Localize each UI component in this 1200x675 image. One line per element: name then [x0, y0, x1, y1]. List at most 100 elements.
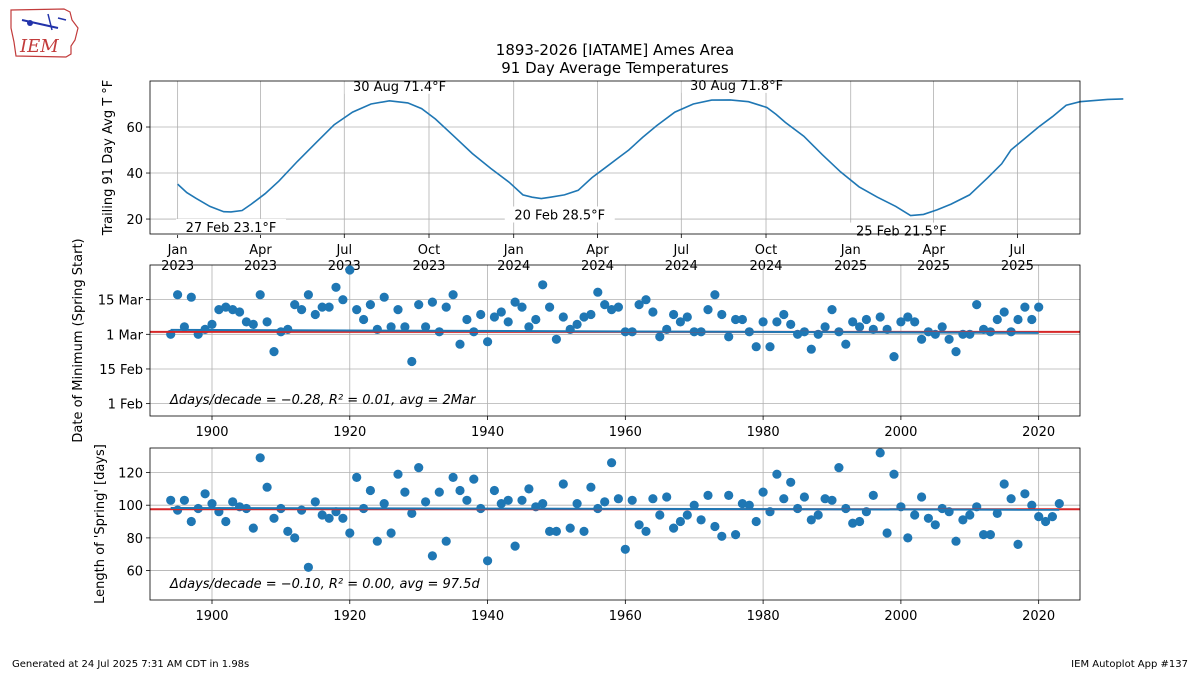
- data-point: [799, 492, 810, 502]
- data-point: [400, 322, 410, 332]
- data-point: [297, 305, 307, 315]
- data-point: [551, 334, 562, 344]
- data-point: [765, 342, 775, 352]
- data-point: [345, 528, 355, 538]
- y-tick-label: 60: [126, 121, 143, 136]
- data-point: [717, 309, 727, 320]
- data-point: [317, 510, 327, 520]
- data-point: [255, 453, 265, 463]
- data-point: [786, 477, 796, 487]
- data-point: [985, 530, 996, 540]
- x-tick-label: Jan: [840, 243, 861, 258]
- x-tick-label: 2000: [884, 425, 917, 440]
- data-point: [483, 337, 493, 347]
- annotation-background: [344, 77, 455, 94]
- data-point: [352, 472, 362, 482]
- y-axis-label: Length of 'Spring' [days]: [93, 444, 108, 604]
- data-point: [207, 499, 217, 509]
- extreme-annotation: 20 Feb 28.5°F: [514, 208, 605, 223]
- temperature-series-line: [177, 98, 1124, 217]
- data-point: [675, 516, 686, 527]
- y-tick-label: 15 Mar: [98, 294, 144, 309]
- data-point: [186, 516, 196, 527]
- data-point: [269, 347, 279, 357]
- x-tick-label: Oct: [755, 243, 777, 258]
- data-point: [496, 307, 506, 317]
- data-point: [848, 317, 858, 327]
- data-point: [600, 497, 610, 507]
- data-point: [365, 485, 375, 496]
- data-point: [503, 317, 513, 327]
- data-point: [524, 484, 534, 494]
- data-point: [875, 312, 885, 322]
- data-point: [352, 305, 362, 315]
- data-point: [717, 531, 727, 541]
- spring-length-panel: 1900 1920 1940 1960 1980 2000 2020 60 80 100 120 Δd…: [93, 444, 1081, 624]
- data-point: [737, 314, 748, 325]
- data-point: [607, 458, 617, 468]
- x-tick-label: 2020: [1022, 425, 1055, 440]
- x-tick-label: 1980: [747, 425, 780, 440]
- data-point: [345, 265, 355, 275]
- data-point: [545, 302, 555, 312]
- x-tick-year-label: 2025: [1001, 259, 1034, 274]
- data-point: [779, 309, 789, 320]
- spring-start-panel: 1900 1920 1940 1960 1980 2000 2020 1 Feb 15 Feb 1…: [71, 238, 1081, 443]
- data-point: [290, 533, 300, 543]
- data-point: [303, 562, 313, 572]
- data-point: [462, 495, 472, 505]
- x-tick-label: 2020: [1022, 609, 1055, 624]
- data-point: [951, 536, 961, 546]
- data-point: [675, 317, 686, 327]
- trend-annotation: Δdays/decade = −0.10, R² = 0.00, avg = 9…: [169, 577, 480, 592]
- data-point: [731, 530, 741, 540]
- data-point: [1041, 516, 1051, 527]
- data-point: [221, 516, 231, 527]
- data-point: [517, 302, 527, 312]
- data-point: [655, 510, 665, 520]
- data-point: [786, 319, 796, 329]
- data-point: [269, 513, 279, 523]
- trend-line: [170, 328, 1039, 334]
- data-point: [1034, 511, 1044, 522]
- data-point: [173, 290, 183, 300]
- data-point: [1027, 314, 1037, 325]
- data-point: [999, 479, 1009, 489]
- temperature-panel: Jan2023Apr2023Jul2023Oct2023Jan2024Apr20…: [101, 76, 1124, 274]
- data-point: [1027, 500, 1037, 510]
- x-tick-label: Jul: [335, 243, 352, 258]
- data-point: [806, 344, 816, 354]
- data-point: [751, 342, 761, 352]
- data-point: [930, 520, 940, 530]
- data-point: [455, 339, 465, 349]
- y-tick-label: 1 Mar: [106, 328, 144, 343]
- data-point: [992, 314, 1002, 325]
- x-tick-label: Jan: [167, 243, 188, 258]
- data-point: [820, 322, 830, 332]
- data-point: [641, 295, 651, 305]
- data-point: [613, 494, 624, 504]
- data-point: [427, 297, 437, 307]
- data-point: [1054, 499, 1064, 509]
- data-point: [703, 490, 713, 500]
- x-tick-label: 1940: [471, 425, 504, 440]
- x-tick-label: Apr: [249, 243, 272, 258]
- data-point: [827, 305, 837, 315]
- iowa-map-logo-icon: IEM: [10, 8, 79, 58]
- y-tick-label: 40: [126, 167, 143, 182]
- data-point: [634, 520, 644, 530]
- data-point: [407, 356, 417, 367]
- x-tick-label: 1960: [609, 609, 642, 624]
- data-point: [565, 523, 575, 533]
- annotation-background: [176, 218, 287, 235]
- data-point: [262, 317, 272, 327]
- data-point: [1020, 489, 1030, 499]
- data-point: [421, 322, 431, 332]
- data-point: [689, 500, 699, 510]
- data-point: [662, 492, 672, 502]
- data-point: [655, 332, 665, 342]
- data-point: [448, 290, 458, 300]
- annotation-background: [504, 206, 615, 223]
- y-tick-label: 120: [118, 467, 143, 482]
- extreme-annotation: 27 Feb 23.1°F: [186, 221, 277, 236]
